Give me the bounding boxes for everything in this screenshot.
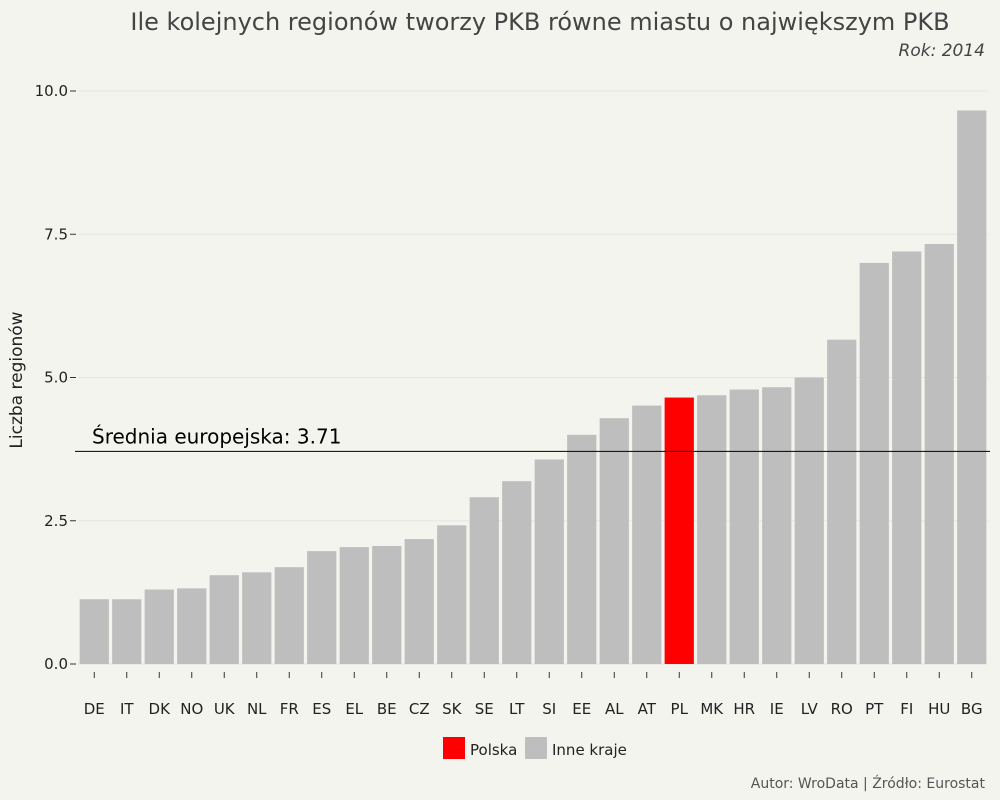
bar-es — [307, 551, 337, 664]
bar-lv — [794, 377, 824, 664]
legend-label-inne-kraje: Inne kraje — [552, 741, 627, 759]
x-tick-label: NL — [247, 700, 267, 718]
chart-title: Ile kolejnych regionów tworzy PKB równe … — [130, 8, 949, 36]
bar-fi — [892, 251, 922, 664]
bar-lt — [502, 481, 532, 664]
bar-ie — [762, 387, 792, 664]
x-tick-label: LV — [801, 700, 819, 718]
x-tick-label: SK — [442, 700, 463, 718]
x-tick-label: SI — [542, 700, 556, 718]
legend-swatch-polska — [443, 737, 465, 759]
bar-de — [79, 599, 109, 664]
x-tick-label: EE — [572, 700, 591, 718]
bar-ro — [827, 339, 857, 664]
bar-uk — [209, 575, 239, 664]
x-tick-label: ES — [312, 700, 331, 718]
bar-si — [534, 459, 564, 664]
bar-hr — [729, 389, 759, 664]
bar-mk — [697, 395, 727, 664]
bar-dk — [144, 589, 174, 664]
y-axis-title: Liczba regionów — [7, 311, 27, 448]
legend-swatch-inne-kraje — [525, 737, 547, 759]
bar-bg — [957, 110, 987, 665]
x-tick-label: IE — [770, 700, 784, 718]
x-tick-label: HR — [733, 700, 755, 718]
x-tick-label: PT — [865, 700, 884, 718]
x-tick-label: SE — [475, 700, 494, 718]
x-tick-label: DK — [149, 700, 172, 718]
bar-pl — [664, 397, 694, 664]
x-tick-label: FI — [900, 700, 913, 718]
x-tick-label: RO — [831, 700, 853, 718]
bar-el — [339, 547, 369, 664]
bars-group — [79, 110, 987, 665]
x-tick-label: UK — [214, 700, 236, 718]
y-tick-label: 10.0 — [35, 82, 68, 100]
chart-caption: Autor: WroData | Źródło: Eurostat — [751, 774, 986, 792]
x-tick-label: LT — [509, 700, 525, 718]
x-tick-label: AL — [605, 700, 624, 718]
bar-fr — [274, 567, 304, 664]
x-tick-label: IT — [120, 700, 134, 718]
chart-subtitle: Rok: 2014 — [899, 41, 985, 61]
bar-se — [469, 497, 499, 664]
x-tick-label: DE — [84, 700, 105, 718]
x-tick-label: PL — [671, 700, 689, 718]
x-tick-label: AT — [638, 700, 657, 718]
x-tick-label: HU — [928, 700, 950, 718]
bar-nl — [242, 572, 272, 664]
bar-it — [112, 599, 142, 664]
bar-al — [599, 418, 629, 664]
y-tick-label: 7.5 — [44, 225, 68, 243]
x-tick-label: BG — [961, 700, 983, 718]
x-axis-ticks: DE IT DK NO UK NL FR ES EL BE CZ SK SE LT SI EE AL AT PL MK… — [84, 672, 983, 718]
bar-no — [177, 588, 207, 664]
x-tick-label: MK — [700, 700, 724, 718]
bar-cz — [404, 539, 434, 664]
y-tick-label: 0.0 — [44, 655, 68, 673]
x-tick-label: CZ — [409, 700, 430, 718]
x-tick-label: FR — [280, 700, 299, 718]
average-label: Średnia europejska: 3.71 — [92, 424, 341, 448]
y-tick-label: 5.0 — [44, 369, 68, 387]
y-tick-label: 2.5 — [44, 512, 68, 530]
y-axis-ticks: 0.0 2.5 5.0 7.5 10.0 — [35, 82, 76, 673]
legend: Polska Inne kraje — [443, 737, 627, 759]
x-tick-label: NO — [180, 700, 203, 718]
bar-at — [632, 405, 662, 664]
bar-hu — [924, 243, 954, 664]
bar-be — [372, 545, 402, 664]
legend-label-polska: Polska — [470, 741, 517, 759]
bar-pt — [859, 262, 889, 664]
x-tick-label: EL — [345, 700, 363, 718]
bar-ee — [567, 434, 597, 664]
x-tick-label: BE — [377, 700, 397, 718]
bar-sk — [437, 525, 467, 664]
